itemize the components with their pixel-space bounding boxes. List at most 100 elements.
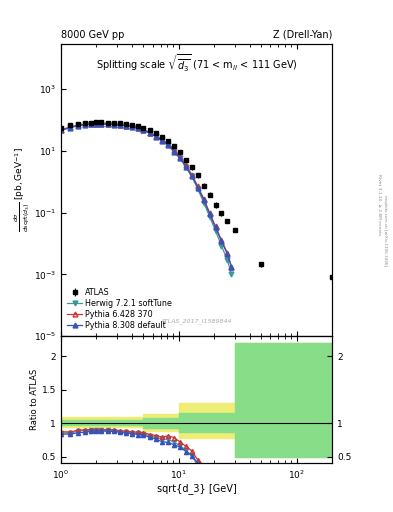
Pythia 8.308 default: [76, 123, 81, 129]
Legend: ATLAS, Herwig 7.2.1 softTune, Pythia 6.428 370, Pythia 8.308 default: ATLAS, Herwig 7.2.1 softTune, Pythia 6.4…: [65, 285, 174, 332]
Herwig 7.2.1 softTune: [130, 123, 134, 130]
X-axis label: sqrt{d_3} [GeV]: sqrt{d_3} [GeV]: [157, 483, 236, 494]
Pythia 6.428 370: [59, 127, 63, 133]
Pythia 6.428 370: [99, 121, 104, 127]
Pythia 6.428 370: [201, 196, 206, 202]
Pythia 8.308 default: [111, 121, 116, 127]
Pythia 6.428 370: [141, 126, 146, 133]
Pythia 6.428 370: [94, 121, 99, 127]
Pythia 6.428 370: [76, 122, 81, 128]
Pythia 8.308 default: [99, 121, 104, 127]
Pythia 8.308 default: [124, 123, 129, 129]
Pythia 8.308 default: [136, 125, 140, 132]
Herwig 7.2.1 softTune: [165, 141, 170, 147]
Pythia 6.428 370: [111, 121, 116, 127]
Herwig 7.2.1 softTune: [154, 133, 158, 139]
Pythia 8.308 default: [177, 155, 182, 161]
Herwig 7.2.1 softTune: [225, 257, 230, 263]
Pythia 6.428 370: [124, 122, 129, 129]
Pythia 8.308 default: [172, 148, 176, 155]
Herwig 7.2.1 softTune: [189, 173, 194, 179]
Pythia 6.428 370: [184, 162, 188, 168]
Pythia 6.428 370: [219, 237, 224, 243]
Herwig 7.2.1 softTune: [141, 127, 146, 133]
Line: Pythia 8.308 default: Pythia 8.308 default: [59, 122, 234, 270]
Line: Herwig 7.2.1 softTune: Herwig 7.2.1 softTune: [59, 121, 234, 277]
Pythia 6.428 370: [177, 154, 182, 160]
Herwig 7.2.1 softTune: [172, 148, 176, 154]
Y-axis label: $\frac{d\sigma}{d\mathrm{sqrt}(\tilde{d}_3)}\ [\mathrm{pb,GeV}^{-1}]$: $\frac{d\sigma}{d\mathrm{sqrt}(\tilde{d}…: [13, 147, 32, 232]
Pythia 6.428 370: [189, 172, 194, 178]
Pythia 8.308 default: [89, 121, 94, 127]
Pythia 8.308 default: [195, 184, 200, 190]
Text: ATLAS_2017_I1589844: ATLAS_2017_I1589844: [161, 319, 232, 325]
Herwig 7.2.1 softTune: [213, 228, 218, 234]
Pythia 8.308 default: [141, 127, 146, 133]
Herwig 7.2.1 softTune: [118, 122, 123, 128]
Pythia 8.308 default: [225, 251, 230, 257]
Pythia 6.428 370: [136, 125, 140, 131]
Pythia 6.428 370: [83, 121, 87, 127]
Pythia 6.428 370: [148, 130, 152, 136]
Pythia 8.308 default: [59, 127, 63, 134]
Text: Rivet 3.1.10, ≥ 2.8M events: Rivet 3.1.10, ≥ 2.8M events: [377, 174, 381, 236]
Pythia 6.428 370: [105, 121, 110, 127]
Herwig 7.2.1 softTune: [160, 137, 164, 143]
Pythia 6.428 370: [160, 137, 164, 143]
Pythia 8.308 default: [105, 121, 110, 127]
Pythia 8.308 default: [208, 211, 212, 217]
Herwig 7.2.1 softTune: [177, 155, 182, 161]
Pythia 8.308 default: [118, 122, 123, 128]
Pythia 6.428 370: [208, 210, 212, 216]
Herwig 7.2.1 softTune: [208, 214, 212, 220]
Herwig 7.2.1 softTune: [148, 130, 152, 136]
Text: 8000 GeV pp: 8000 GeV pp: [61, 30, 124, 40]
Pythia 8.308 default: [219, 238, 224, 244]
Pythia 8.308 default: [165, 142, 170, 148]
Pythia 6.428 370: [195, 183, 200, 189]
Herwig 7.2.1 softTune: [184, 163, 188, 169]
Pythia 8.308 default: [184, 164, 188, 170]
Pythia 6.428 370: [130, 123, 134, 130]
Pythia 6.428 370: [172, 146, 176, 153]
Herwig 7.2.1 softTune: [68, 124, 73, 131]
Pythia 6.428 370: [225, 250, 230, 256]
Pythia 8.308 default: [229, 264, 234, 270]
Herwig 7.2.1 softTune: [229, 271, 234, 278]
Y-axis label: Ratio to ATLAS: Ratio to ATLAS: [30, 369, 39, 431]
Pythia 8.308 default: [94, 121, 99, 127]
Herwig 7.2.1 softTune: [195, 186, 200, 192]
Text: Z (Drell-Yan): Z (Drell-Yan): [273, 30, 332, 40]
Pythia 6.428 370: [118, 122, 123, 128]
Pythia 6.428 370: [213, 223, 218, 229]
Line: Pythia 6.428 370: Pythia 6.428 370: [59, 121, 234, 269]
Pythia 8.308 default: [148, 130, 152, 136]
Herwig 7.2.1 softTune: [94, 121, 99, 127]
Herwig 7.2.1 softTune: [89, 121, 94, 127]
Text: mcplots.cern.ch [arXiv:1306.3436]: mcplots.cern.ch [arXiv:1306.3436]: [383, 195, 387, 266]
Pythia 6.428 370: [154, 133, 158, 139]
Pythia 6.428 370: [68, 124, 73, 130]
Herwig 7.2.1 softTune: [111, 121, 116, 127]
Pythia 6.428 370: [165, 141, 170, 147]
Pythia 8.308 default: [201, 197, 206, 203]
Pythia 8.308 default: [154, 134, 158, 140]
Pythia 8.308 default: [189, 173, 194, 179]
Herwig 7.2.1 softTune: [219, 243, 224, 249]
Pythia 6.428 370: [89, 121, 94, 127]
Herwig 7.2.1 softTune: [105, 121, 110, 127]
Herwig 7.2.1 softTune: [76, 122, 81, 129]
Text: Splitting scale $\sqrt{\overline{d_3}}$ (71 < m$_{ll}$ < 111 GeV): Splitting scale $\sqrt{\overline{d_3}}$ …: [95, 52, 298, 74]
Pythia 8.308 default: [68, 124, 73, 131]
Herwig 7.2.1 softTune: [99, 121, 104, 127]
Herwig 7.2.1 softTune: [124, 123, 129, 129]
Herwig 7.2.1 softTune: [201, 200, 206, 206]
Pythia 8.308 default: [83, 122, 87, 128]
Pythia 6.428 370: [229, 264, 234, 270]
Pythia 8.308 default: [160, 138, 164, 144]
Herwig 7.2.1 softTune: [83, 121, 87, 127]
Herwig 7.2.1 softTune: [136, 125, 140, 131]
Pythia 8.308 default: [213, 224, 218, 230]
Herwig 7.2.1 softTune: [59, 127, 63, 133]
Pythia 8.308 default: [130, 124, 134, 130]
